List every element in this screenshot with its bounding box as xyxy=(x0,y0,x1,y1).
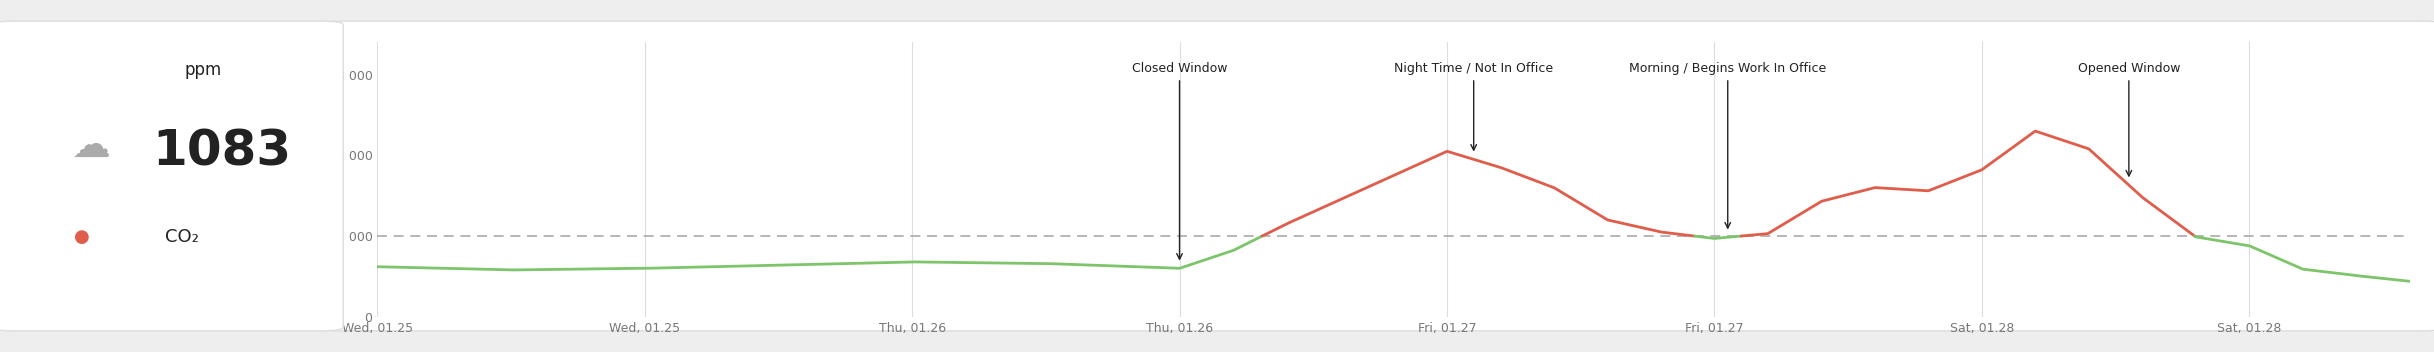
Text: Closed Window: Closed Window xyxy=(1132,62,1227,259)
Text: ☁: ☁ xyxy=(71,127,110,165)
Text: Morning / Begins Work In Office: Morning / Begins Work In Office xyxy=(1628,62,1826,228)
Text: ppm: ppm xyxy=(185,61,221,79)
Text: Night Time / Not In Office: Night Time / Not In Office xyxy=(1395,62,1553,150)
Text: CO₂: CO₂ xyxy=(166,227,200,246)
Text: 1083: 1083 xyxy=(151,128,292,176)
Text: ●: ● xyxy=(73,227,90,246)
Text: Opened Window: Opened Window xyxy=(2079,62,2181,176)
